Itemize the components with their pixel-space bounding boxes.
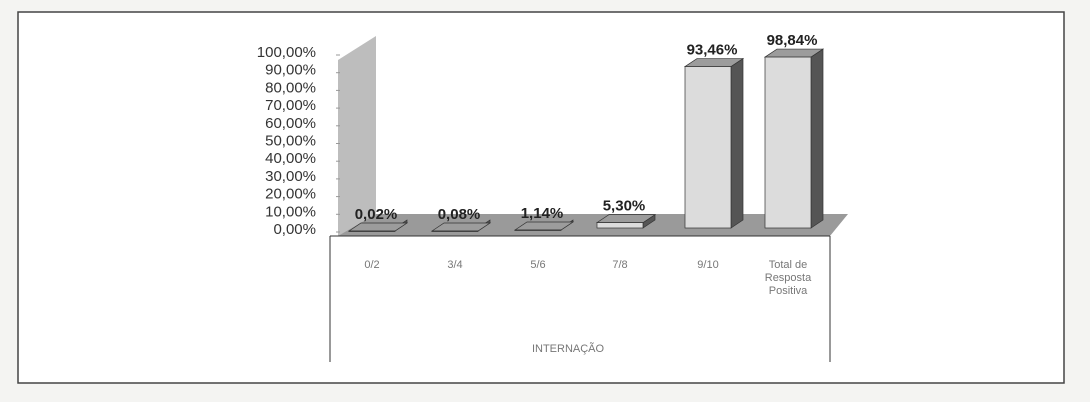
x-tick-label: 3/4 <box>447 259 463 271</box>
data-label: 5,30% <box>603 198 646 215</box>
x-tick-label: 5/6 <box>530 259 546 271</box>
y-tick-label: 70,00% <box>265 97 316 114</box>
bar <box>347 219 409 232</box>
bar-face <box>596 222 644 229</box>
bar-face <box>684 66 732 229</box>
data-label: 98,84% <box>767 32 818 49</box>
x-tick-label: Total de Resposta Positiva <box>764 259 812 297</box>
bar-face <box>348 230 396 232</box>
bar-face <box>431 230 479 232</box>
bar-face <box>514 229 562 231</box>
y-tick-label: 50,00% <box>265 132 316 149</box>
frame <box>17 11 1065 384</box>
bar <box>683 57 745 229</box>
bar-face <box>764 56 812 229</box>
y-tick-label: 90,00% <box>265 62 316 79</box>
y-tick-label: 60,00% <box>265 115 316 132</box>
x-tick-label: 9/10 <box>697 259 719 271</box>
x-tick-label: 0/2 <box>364 259 380 271</box>
data-label: 0,02% <box>355 206 398 223</box>
data-label: 0,08% <box>438 206 481 223</box>
x-tick-label: 7/8 <box>612 259 628 271</box>
bar <box>430 219 492 232</box>
y-tick-label: 40,00% <box>265 150 316 167</box>
bar <box>763 48 825 229</box>
bar <box>513 219 575 231</box>
bar <box>595 213 657 229</box>
y-tick-label: 80,00% <box>265 79 316 96</box>
y-tick-label: 20,00% <box>265 186 316 203</box>
y-tick-label: 100,00% <box>257 44 316 61</box>
bar-face <box>730 57 744 229</box>
y-tick-label: 30,00% <box>265 168 316 185</box>
back-wall <box>338 36 376 236</box>
data-label: 1,14% <box>521 205 564 222</box>
bar-face <box>810 48 824 229</box>
y-tick-label: 10,00% <box>265 203 316 220</box>
data-label: 93,46% <box>687 42 738 59</box>
y-tick-label: 0,00% <box>273 221 316 238</box>
x-axis-label: INTERNAÇÃO <box>532 342 605 355</box>
